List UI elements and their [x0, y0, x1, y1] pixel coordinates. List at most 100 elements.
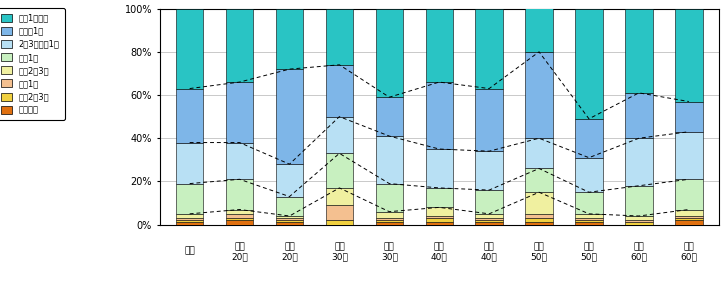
Text: 男性: 男性 [334, 242, 345, 251]
Text: 男性: 男性 [634, 242, 644, 251]
Bar [425, 188, 453, 207]
Bar [575, 9, 603, 119]
Text: 30代: 30代 [331, 253, 348, 262]
Bar [625, 186, 653, 216]
Bar [526, 222, 552, 225]
Text: 女性: 女性 [384, 242, 395, 251]
Bar [575, 218, 603, 220]
Text: 男性: 男性 [234, 242, 245, 251]
Bar [226, 179, 253, 210]
Bar [575, 220, 603, 222]
Bar [476, 9, 503, 89]
Bar [526, 218, 552, 222]
Bar [476, 220, 503, 222]
Bar [675, 218, 703, 220]
Bar [326, 205, 353, 220]
Bar [675, 9, 703, 102]
Bar [176, 9, 203, 89]
Bar [675, 179, 703, 210]
Bar [375, 218, 403, 220]
Bar [425, 9, 453, 82]
Bar [675, 220, 703, 225]
Bar [276, 222, 303, 225]
Bar [526, 168, 552, 192]
Text: 40代: 40代 [431, 253, 448, 262]
Bar [476, 214, 503, 218]
Text: 女性: 女性 [584, 242, 595, 251]
Bar [375, 222, 403, 225]
Bar [625, 216, 653, 220]
Bar [425, 82, 453, 149]
Bar [375, 184, 403, 212]
Bar [625, 9, 653, 93]
Bar [675, 101, 703, 132]
Bar [226, 214, 253, 218]
Text: 20代: 20代 [281, 253, 298, 262]
Bar [425, 207, 453, 216]
Bar [226, 220, 253, 225]
Bar [625, 93, 653, 138]
Bar [575, 158, 603, 192]
Bar [526, 52, 552, 138]
Bar [326, 65, 353, 117]
Bar [276, 164, 303, 197]
Bar [276, 218, 303, 220]
Bar [526, 192, 552, 214]
Bar [575, 119, 603, 158]
Bar [476, 218, 503, 220]
Bar [675, 132, 703, 179]
Bar [425, 218, 453, 222]
Bar [526, 214, 552, 218]
Bar [575, 222, 603, 225]
Bar [226, 218, 253, 220]
Bar [276, 220, 303, 222]
Bar [625, 220, 653, 222]
Text: 女性: 女性 [484, 242, 494, 251]
Text: 30代: 30代 [381, 253, 398, 262]
Bar [276, 69, 303, 164]
Bar [226, 9, 253, 82]
Bar [425, 222, 453, 225]
Text: 50代: 50代 [531, 253, 547, 262]
Bar [526, 138, 552, 168]
Bar [226, 82, 253, 143]
Bar [526, 0, 552, 52]
Bar [375, 136, 403, 184]
Bar [326, 117, 353, 154]
Text: 全体: 全体 [184, 246, 195, 255]
Bar [675, 210, 703, 216]
Bar [575, 192, 603, 214]
Bar [226, 143, 253, 179]
Bar [375, 212, 403, 218]
Bar [375, 220, 403, 222]
Bar [326, 154, 353, 188]
Legend: 年に1回以下, 半年に1回, 2〜3カ月に1回, 月に1回, 月に2〜3回, 週に1回, 週に2〜3回, ほぼ毎日: 年に1回以下, 半年に1回, 2〜3カ月に1回, 月に1回, 月に2〜3回, 週… [0, 8, 65, 120]
Text: 60代: 60代 [680, 253, 697, 262]
Bar [476, 190, 503, 214]
Bar [375, 9, 403, 97]
Bar [575, 214, 603, 218]
Bar [425, 149, 453, 188]
Bar [425, 216, 453, 218]
Bar [326, 9, 353, 65]
Bar [176, 184, 203, 214]
Text: 40代: 40代 [481, 253, 497, 262]
Text: 20代: 20代 [231, 253, 248, 262]
Bar [276, 216, 303, 218]
Bar [226, 210, 253, 214]
Bar [176, 214, 203, 218]
Bar [476, 151, 503, 190]
Bar [176, 218, 203, 220]
Bar [176, 222, 203, 225]
Bar [625, 138, 653, 186]
Text: 男性: 男性 [434, 242, 444, 251]
Bar [176, 143, 203, 184]
Bar [326, 188, 353, 205]
Bar [375, 97, 403, 136]
Bar [476, 89, 503, 151]
Bar [675, 216, 703, 218]
Text: 60代: 60代 [630, 253, 648, 262]
Bar [276, 197, 303, 216]
Bar [176, 89, 203, 143]
Bar [476, 222, 503, 225]
